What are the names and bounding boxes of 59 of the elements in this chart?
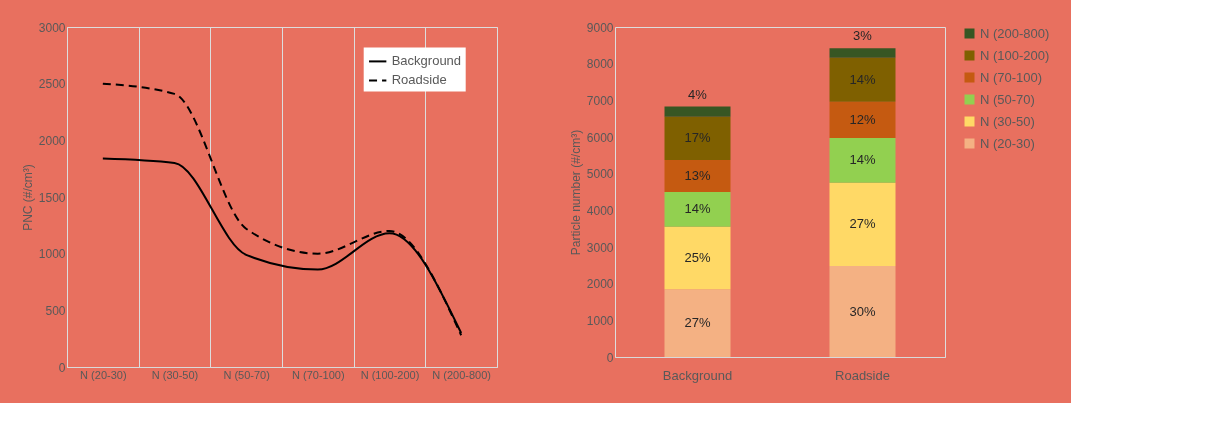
legend-label: N (50-70) bbox=[980, 91, 1035, 107]
annotation: 17% bbox=[684, 130, 711, 146]
bar bbox=[829, 182, 896, 267]
annotation: 25% bbox=[684, 250, 711, 265]
annotation: 12% bbox=[849, 111, 876, 127]
x-tick-label: N (70-100) bbox=[292, 368, 345, 381]
bar bbox=[829, 101, 896, 139]
bar bbox=[664, 192, 731, 227]
x-tick-label: N (30-50) bbox=[151, 368, 199, 381]
annotation: 14% bbox=[684, 201, 711, 217]
y-tick-label: 9000 bbox=[586, 20, 614, 35]
legend-label: N (20-30) bbox=[980, 135, 1035, 151]
y-tick-label: 2000 bbox=[586, 277, 614, 292]
y-tick-label: 1500 bbox=[38, 190, 66, 205]
legend-label: N (200-800) bbox=[980, 25, 1050, 41]
annotation: 27% bbox=[849, 216, 876, 232]
x-tick-label: N (100-200) bbox=[360, 368, 420, 381]
y-tick-label: 0 bbox=[58, 360, 66, 375]
y-axis-title: PNC (#/cm³) bbox=[20, 164, 35, 231]
y-tick-label: 4000 bbox=[586, 203, 614, 218]
bar bbox=[664, 289, 731, 357]
annotation: 27% bbox=[684, 315, 711, 331]
bar bbox=[829, 57, 896, 102]
y-tick-label: 2000 bbox=[38, 133, 66, 148]
legend-label: N (70-100) bbox=[980, 69, 1043, 85]
y-tick-label: 500 bbox=[45, 303, 66, 318]
annotation: 14% bbox=[849, 71, 876, 87]
legend-label: N (30-50) bbox=[980, 113, 1035, 129]
y-axis-title: Particle number (#/cm³) bbox=[568, 129, 583, 256]
bar bbox=[664, 116, 731, 161]
bar bbox=[829, 138, 896, 183]
y-tick-label: 5000 bbox=[586, 167, 614, 182]
x-tick-label: N (20-30) bbox=[80, 368, 127, 381]
annotation: 3% bbox=[853, 28, 873, 44]
legend-label: Roadside bbox=[391, 72, 447, 88]
y-tick-label: 7000 bbox=[586, 93, 614, 108]
annotation: 4% bbox=[688, 86, 708, 102]
bar bbox=[829, 266, 896, 357]
annotation: 13% bbox=[684, 168, 711, 184]
bar bbox=[664, 160, 731, 192]
legend-label: Background bbox=[391, 53, 462, 69]
bar bbox=[829, 48, 896, 58]
y-tick-label: 8000 bbox=[586, 57, 614, 72]
legend-label: N (100-200) bbox=[980, 47, 1050, 63]
y-tick-label: 1000 bbox=[38, 247, 66, 262]
annotation: 14% bbox=[849, 152, 876, 168]
x-tick-label: N (50-70) bbox=[223, 368, 270, 381]
annotation: 30% bbox=[849, 303, 876, 319]
y-tick-label: 3000 bbox=[586, 240, 614, 255]
x-tick-label: N (200-800) bbox=[432, 368, 492, 381]
x-tick-label: Roadside bbox=[835, 367, 890, 383]
x-tick-label: Background bbox=[662, 367, 733, 383]
y-tick-label: 3000 bbox=[38, 20, 66, 35]
y-tick-label: 0 bbox=[606, 350, 614, 365]
y-tick-label: 6000 bbox=[586, 130, 614, 145]
y-tick-label: 1000 bbox=[586, 313, 614, 328]
bar bbox=[664, 226, 731, 290]
bar bbox=[664, 106, 731, 117]
y-tick-label: 2500 bbox=[38, 77, 66, 92]
